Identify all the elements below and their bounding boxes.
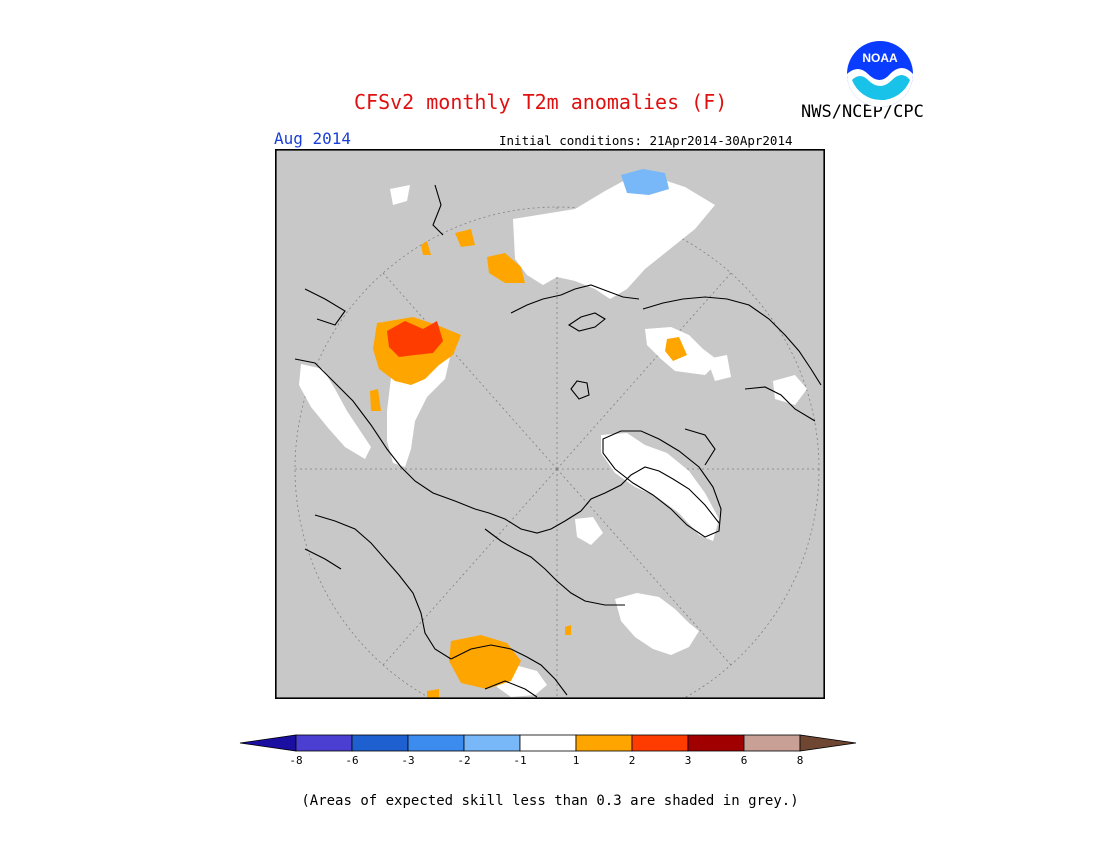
colorbar: -8 -6 -3 -2 -1 1 2 3 6 8: [239, 734, 857, 767]
polar-anomaly-map: [275, 149, 825, 699]
colorbar-tick-label: 2: [629, 754, 636, 767]
colorbar-tick-label: -1: [513, 754, 526, 767]
colorbar-tick-label: 8: [797, 754, 804, 767]
colorbar-tick-label: -3: [401, 754, 414, 767]
colorbar-box: [295, 734, 353, 752]
colorbar-boxes: [239, 734, 857, 752]
skill-footnote: (Areas of expected skill less than 0.3 a…: [301, 793, 799, 809]
colorbar-tick-label: 6: [741, 754, 748, 767]
cool-anomaly-region: [621, 169, 669, 195]
colorbar-box: [631, 734, 689, 752]
colorbar-box: [407, 734, 465, 752]
colorbar-box: [743, 734, 801, 752]
noaa-logo-text: NOAA: [862, 51, 898, 65]
colorbar-tick-label: 3: [685, 754, 692, 767]
valid-month-label: Aug 2014: [274, 129, 352, 148]
strong-warm-anomaly-region: [387, 321, 443, 357]
colorbar-box: [351, 734, 409, 752]
chart-title: CFSv2 monthly T2m anomalies (F): [354, 90, 728, 114]
colorbar-ticks: -8 -6 -3 -2 -1 1 2 3 6 8: [289, 754, 803, 767]
map-frame: [275, 149, 825, 699]
colorbar-tick-label: -2: [457, 754, 470, 767]
initial-conditions-label: Initial conditions: 21Apr2014-30Apr2014: [499, 133, 793, 148]
colorbar-tick-label: -6: [345, 754, 358, 767]
colorbar-tick-label: 1: [573, 754, 580, 767]
noaa-logo: NOAA: [847, 41, 913, 107]
colorbar-box: [575, 734, 633, 752]
colorbar-arrow-high: [799, 734, 857, 752]
colorbar-box: [519, 734, 577, 752]
colorbar-box: [687, 734, 745, 752]
coastlines: [294, 184, 822, 698]
agency-label: NWS/NCEP/CPC: [801, 102, 924, 122]
colorbar-box: [463, 734, 521, 752]
meridian-lines: [295, 207, 819, 699]
colorbar-arrow-low: [239, 734, 297, 752]
colorbar-tick-label: -8: [289, 754, 302, 767]
